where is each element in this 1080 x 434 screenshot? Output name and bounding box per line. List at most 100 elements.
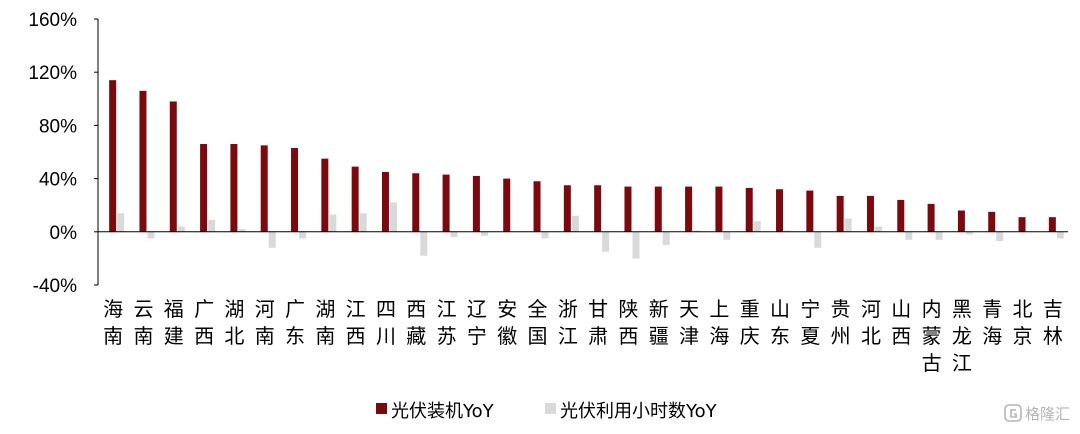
bar-hours — [268, 231, 276, 248]
bar-hours — [814, 231, 822, 248]
y-tick-label: -40% — [33, 276, 77, 297]
legend: 光伏装机YoY 光伏利用小时数YoY — [376, 401, 718, 422]
bar-hours — [996, 231, 1004, 242]
bar-installed — [109, 80, 117, 232]
g-logo-icon — [1004, 404, 1022, 422]
y-tick-label: 160% — [28, 10, 77, 31]
x-category-label: 黑龙江 — [952, 297, 972, 375]
bar-installed — [866, 195, 874, 232]
x-category-label: 福建 — [164, 297, 184, 348]
bar-hours — [208, 219, 216, 232]
x-category-label: 甘肃 — [588, 297, 608, 348]
bar-installed — [745, 187, 753, 232]
bar-hours — [389, 202, 397, 232]
bar-hours — [693, 230, 701, 232]
bar-hours — [480, 231, 488, 236]
bar-hours — [238, 229, 246, 232]
x-category-label: 四川 — [376, 297, 396, 348]
x-axis: 海南云南福建广西湖北河南广东湖南江西四川西藏江苏辽宁安徽全国浙江甘肃陕西新疆天津… — [103, 297, 1063, 375]
bar-hours — [753, 221, 761, 232]
bar-installed — [654, 186, 662, 232]
x-category-label: 广东 — [285, 297, 305, 348]
bar-installed — [260, 145, 268, 232]
bar-hours — [117, 213, 125, 232]
x-category-label: 宁夏 — [800, 297, 820, 348]
bar-installed — [291, 148, 299, 232]
x-category-label: 青海 — [982, 297, 1002, 348]
bar-installed — [169, 101, 177, 232]
x-category-label: 河南 — [255, 297, 275, 348]
bar-hours — [935, 231, 943, 240]
bar-hours — [571, 215, 579, 232]
x-category-label: 湖南 — [315, 297, 335, 348]
legend-swatch-installed — [376, 403, 387, 414]
bar-installed — [442, 174, 450, 232]
bar-hours — [329, 214, 337, 232]
x-category-label: 全国 — [528, 297, 548, 348]
y-tick-label: 80% — [39, 116, 77, 137]
bar-installed — [563, 185, 571, 232]
x-category-label: 吉林 — [1043, 297, 1063, 348]
bar-installed — [897, 199, 905, 232]
bar-installed — [230, 144, 238, 232]
bar-installed — [472, 175, 480, 232]
x-category-label: 上海 — [709, 297, 729, 348]
bar-installed — [412, 173, 420, 232]
bar-installed — [1018, 217, 1026, 232]
bar-hours — [632, 231, 640, 259]
x-category-label: 海南 — [103, 297, 123, 348]
bar-installed — [685, 186, 693, 232]
bar-installed — [957, 210, 965, 232]
x-category-label: 西藏 — [406, 297, 426, 348]
bar-installed — [351, 166, 359, 232]
x-category-label: 湖北 — [224, 297, 244, 348]
bar-installed — [503, 178, 511, 232]
x-category-label: 安徽 — [497, 297, 517, 348]
watermark-text: 格隆汇 — [1025, 405, 1070, 423]
bar-hours — [602, 231, 610, 252]
bar-installed — [139, 90, 147, 232]
x-category-label: 陕西 — [618, 297, 638, 348]
x-category-label: 云南 — [133, 297, 153, 348]
bar-installed — [594, 185, 602, 232]
x-category-label: 浙江 — [558, 297, 578, 348]
bar-hours — [450, 231, 458, 238]
y-tick-label: 0% — [50, 223, 78, 244]
bar-hours — [965, 231, 973, 235]
bar-installed — [381, 171, 389, 232]
legend-label-installed: 光伏装机YoY — [391, 401, 495, 422]
bar-hours — [723, 231, 731, 240]
legend-swatch-hours — [545, 403, 556, 414]
bar-installed — [624, 186, 632, 232]
bar-installed — [806, 190, 814, 232]
x-category-label: 北京 — [1013, 297, 1033, 348]
y-axis: 160% 120% 80% 40% 0% -40% — [28, 10, 99, 297]
x-category-label: 重庆 — [740, 297, 760, 348]
x-category-label: 辽宁 — [467, 297, 487, 348]
bar-installed — [776, 189, 784, 232]
bar-hours — [299, 231, 307, 239]
bar-installed — [1048, 217, 1056, 232]
x-category-label: 内蒙古 — [922, 297, 942, 375]
bar-hours — [1056, 231, 1064, 239]
x-category-label: 江苏 — [437, 297, 457, 348]
y-tick-label: 120% — [28, 63, 77, 84]
bar-hours — [359, 213, 367, 232]
bars — [98, 80, 1068, 259]
watermark: 格隆汇 — [1004, 404, 1070, 423]
bar-hours — [905, 231, 913, 240]
x-category-label: 天津 — [679, 297, 699, 348]
bar-installed — [533, 181, 541, 232]
bar-hours — [844, 218, 852, 232]
x-category-label: 贵州 — [831, 297, 851, 348]
x-category-label: 山西 — [891, 297, 911, 348]
x-category-label: 新疆 — [649, 297, 669, 348]
x-category-label: 河北 — [861, 297, 881, 348]
y-tick-label: 40% — [39, 170, 77, 191]
bar-hours — [874, 226, 882, 232]
bar-installed — [200, 144, 208, 232]
bar-hours — [177, 226, 185, 232]
bar-hours — [662, 231, 670, 246]
bar-hours — [147, 231, 155, 239]
